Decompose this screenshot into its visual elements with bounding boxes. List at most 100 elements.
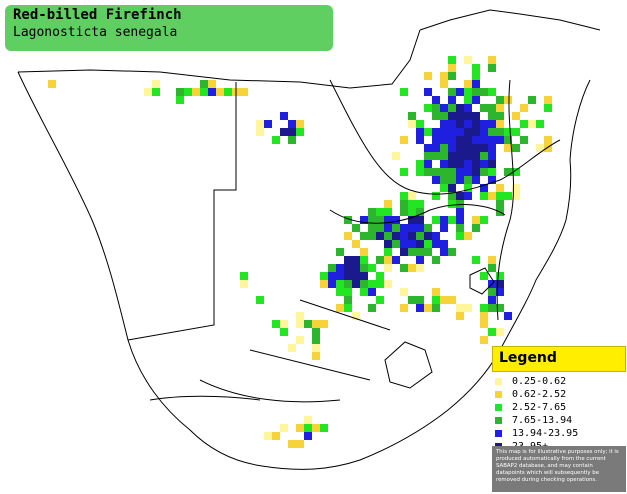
grid-cell [368,304,376,312]
grid-cell [480,136,488,144]
grid-cell [408,208,416,216]
grid-cell [288,440,296,448]
grid-cell [304,424,312,432]
grid-cell [216,88,224,96]
grid-cell [448,88,456,96]
grid-cell [440,80,448,88]
grid-cell [384,248,392,256]
grid-cell [408,120,416,128]
distribution-cells [48,56,552,448]
grid-cell [416,208,424,216]
grid-cell [368,288,376,296]
grid-cell [240,280,248,288]
grid-cell [472,112,480,120]
grid-cell [448,152,456,160]
grid-cell [288,344,296,352]
grid-cell [424,152,432,160]
grid-cell [496,104,504,112]
grid-cell [344,280,352,288]
grid-cell [208,80,216,88]
grid-cell [464,56,472,64]
grid-cell [416,240,424,248]
grid-cell [488,88,496,96]
grid-cell [352,312,360,320]
grid-cell [384,240,392,248]
grid-cell [464,112,472,120]
grid-cell [440,296,448,304]
grid-cell [280,128,288,136]
grid-cell [472,88,480,96]
grid-cell [440,184,448,192]
grid-cell [448,192,456,200]
grid-cell [512,128,520,136]
grid-cell [456,224,464,232]
grid-cell [400,192,408,200]
grid-cell [472,256,480,264]
grid-cell [496,112,504,120]
grid-cell [456,312,464,320]
grid-cell [408,232,416,240]
grid-cell [488,120,496,128]
grid-cell [376,224,384,232]
grid-cell [400,88,408,96]
grid-cell [288,120,296,128]
grid-cell [144,88,152,96]
grid-cell [488,128,496,136]
grid-cell [344,272,352,280]
grid-cell [368,280,376,288]
grid-cell [448,56,456,64]
grid-cell [448,216,456,224]
grid-cell [488,112,496,120]
grid-cell [280,112,288,120]
grid-cell [440,104,448,112]
grid-cell [416,168,424,176]
grid-cell [408,216,416,224]
grid-cell [320,272,328,280]
border-limpopo [329,204,506,224]
grid-cell [424,72,432,80]
grid-cell [400,264,408,272]
grid-cell [472,160,480,168]
grid-cell [192,88,200,96]
border-namibia-botswana [127,82,237,341]
grid-cell [352,280,360,288]
grid-cell [384,264,392,272]
grid-cell [472,136,480,144]
grid-cell [408,296,416,304]
grid-cell [416,232,424,240]
grid-cell [280,424,288,432]
grid-cell [472,80,480,88]
grid-cell [344,216,352,224]
grid-cell [424,240,432,248]
grid-cell [296,312,304,320]
grid-cell [432,128,440,136]
grid-cell [272,432,280,440]
grid-cell [416,224,424,232]
grid-cell [456,304,464,312]
grid-cell [432,144,440,152]
grid-cell [448,296,456,304]
grid-cell [448,184,456,192]
grid-cell [504,192,512,200]
grid-cell [448,64,456,72]
grid-cell [424,232,432,240]
grid-cell [496,136,504,144]
grid-cell [448,200,456,208]
legend-swatch [495,378,502,385]
grid-cell [400,240,408,248]
grid-cell [448,128,456,136]
grid-cell [456,160,464,168]
grid-cell [384,224,392,232]
grid-cell [440,168,448,176]
grid-cell [448,104,456,112]
grid-cell [480,320,488,328]
grid-cell [360,216,368,224]
grid-cell [424,304,432,312]
legend-items: 0.25-0.62 0.62-2.52 2.52-7.65 7.65-13.94… [492,372,626,453]
grid-cell [416,304,424,312]
grid-cell [472,176,480,184]
legend-swatch [495,391,502,398]
coastline [17,71,591,470]
grid-cell [376,272,384,280]
grid-cell [456,232,464,240]
